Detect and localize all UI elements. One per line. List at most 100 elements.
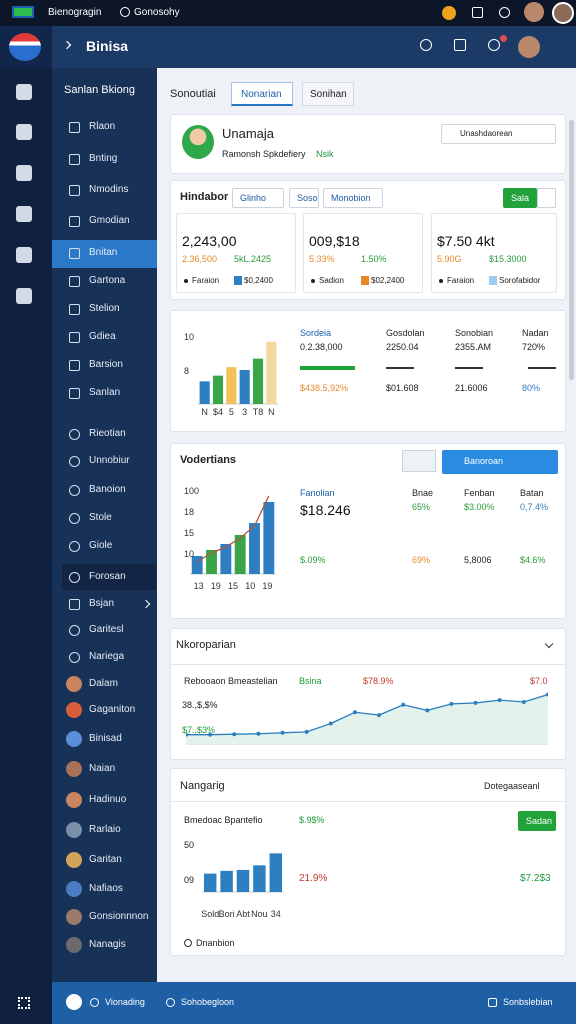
sidebar-item[interactable]: Stelion <box>89 303 120 314</box>
table-cell: 2355.AM <box>455 342 492 352</box>
x-tick-label: 19 <box>211 581 221 591</box>
search-field[interactable]: Gonosohy <box>134 7 180 18</box>
table-cell: $.09% <box>300 555 326 565</box>
sidebar-item[interactable]: Giole <box>89 540 113 551</box>
sidebar-item[interactable]: Unnobiur <box>89 455 130 466</box>
sidebar-item[interactable]: Sanlan <box>89 387 121 398</box>
filter-label[interactable]: Soso <box>297 193 318 203</box>
point <box>232 732 237 737</box>
profile-action[interactable]: Unashdaorean <box>460 129 513 138</box>
sidebar-item[interactable]: Gartona <box>89 275 126 286</box>
rail-icon <box>16 165 32 181</box>
bottom-item[interactable]: Sonbslebian <box>503 997 553 1007</box>
bottom-item[interactable]: Vionading <box>105 997 145 1007</box>
sidebar-item[interactable]: Bnting <box>89 153 118 164</box>
sidebar-item[interactable]: Nmodins <box>89 184 129 195</box>
sidebar-item[interactable]: Garitan <box>89 854 122 865</box>
sidebar-item[interactable]: Banoion <box>89 484 126 495</box>
point <box>546 692 548 697</box>
progress <box>386 367 414 369</box>
stat-change: 5.90G <box>437 254 462 264</box>
table-cell: $4.6% <box>520 555 546 565</box>
stat-change: 5.33% <box>309 254 335 264</box>
bar-icon <box>166 998 175 1007</box>
sidebar-item[interactable]: Nariega <box>89 651 125 662</box>
table-cell: $438.5,92% <box>300 383 349 393</box>
app-icon <box>12 6 34 18</box>
point <box>497 698 502 703</box>
sidebar-item[interactable]: Nanagis <box>89 939 126 950</box>
item-avatar <box>66 702 82 718</box>
item-icon <box>69 248 80 259</box>
rail-icon <box>16 206 32 222</box>
x-tick-label: 19 <box>262 581 272 591</box>
tag: Bsina <box>299 676 322 686</box>
y-label: 100 <box>184 486 199 496</box>
tab[interactable]: Sonihan <box>310 89 347 100</box>
chart: N $4 5 3 T8 N 10 8 <box>184 332 278 417</box>
sidebar-item[interactable]: Garitesl <box>89 624 124 635</box>
legend-dot <box>184 279 188 283</box>
sidebar-item[interactable]: Hadinuo <box>89 794 127 805</box>
item-avatar <box>66 909 82 925</box>
header <box>0 26 576 68</box>
metric: 21.9% <box>299 873 328 884</box>
table-cell: 21.6006 <box>455 383 488 393</box>
button-label[interactable]: Sala <box>511 193 530 203</box>
item-icon <box>69 332 80 343</box>
sidebar-item[interactable]: Barsion <box>89 359 123 370</box>
tab[interactable]: Nonarian <box>241 89 282 100</box>
sidebar-item[interactable]: Stole <box>89 512 112 523</box>
sidebar-item[interactable]: Nafiaos <box>89 883 123 894</box>
home-icon <box>66 994 82 1010</box>
filter-label[interactable]: Glinho <box>240 193 267 203</box>
sidebar-item[interactable]: Bnitan <box>89 247 118 258</box>
bar <box>220 544 232 574</box>
column-header: Batan <box>520 488 544 498</box>
sidebar-item[interactable]: Rlaon <box>89 121 116 132</box>
stat-change: 5kL.2425 <box>234 254 272 264</box>
sidebar-item[interactable]: Gmodian <box>89 215 130 226</box>
help-icon <box>499 7 510 18</box>
button-label[interactable]: Banoroan <box>464 456 504 466</box>
avatar <box>524 2 544 22</box>
sidebar-item[interactable]: Rieotian <box>89 428 126 439</box>
bar-icon <box>488 998 497 1007</box>
sidebar-item[interactable]: Gonsionnnon <box>89 911 149 922</box>
item-avatar <box>66 792 82 808</box>
stat-value: 009,$18 <box>309 233 360 249</box>
x-tick-label: 13 <box>194 581 204 591</box>
button-label[interactable]: Sadan <box>526 816 553 826</box>
filter <box>289 188 319 208</box>
column-header: Gosdolan <box>386 328 425 338</box>
bottom-item[interactable]: Sohobegloon <box>181 997 235 1007</box>
legend-dot <box>439 279 443 283</box>
sidebar-item[interactable]: Gdiea <box>89 331 116 342</box>
sidebar-item[interactable]: Binisad <box>89 733 122 744</box>
filter <box>323 188 383 208</box>
tab-active <box>231 82 293 106</box>
x-tick-label: 34 <box>271 909 281 919</box>
point <box>304 729 309 734</box>
icon-button <box>402 450 436 472</box>
item-icon <box>69 122 80 133</box>
trend-line <box>196 495 270 563</box>
sidebar-item[interactable]: Forosan <box>89 571 126 582</box>
y-label: $7.,$3% <box>182 725 216 735</box>
point <box>328 721 333 726</box>
sidebar-item[interactable]: Gaganiton <box>89 704 136 715</box>
sidebar-item[interactable]: Naian <box>89 763 116 774</box>
sidebar-item[interactable]: Dalam <box>89 678 118 689</box>
rail-footer <box>0 982 52 1024</box>
bar <box>206 550 217 574</box>
legend-label: Faraion <box>447 276 475 285</box>
filter-label[interactable]: Monobion <box>331 193 371 203</box>
item-icon <box>69 360 80 371</box>
column-header: Sordeia <box>300 328 332 338</box>
bar <box>263 502 275 574</box>
item-icon <box>69 599 80 610</box>
item-icon <box>69 572 80 583</box>
sidebar-item[interactable]: Rarlaio <box>89 824 121 835</box>
sidebar-item[interactable]: Bsjan <box>89 598 115 609</box>
x-tick-label: T8 <box>253 407 264 417</box>
